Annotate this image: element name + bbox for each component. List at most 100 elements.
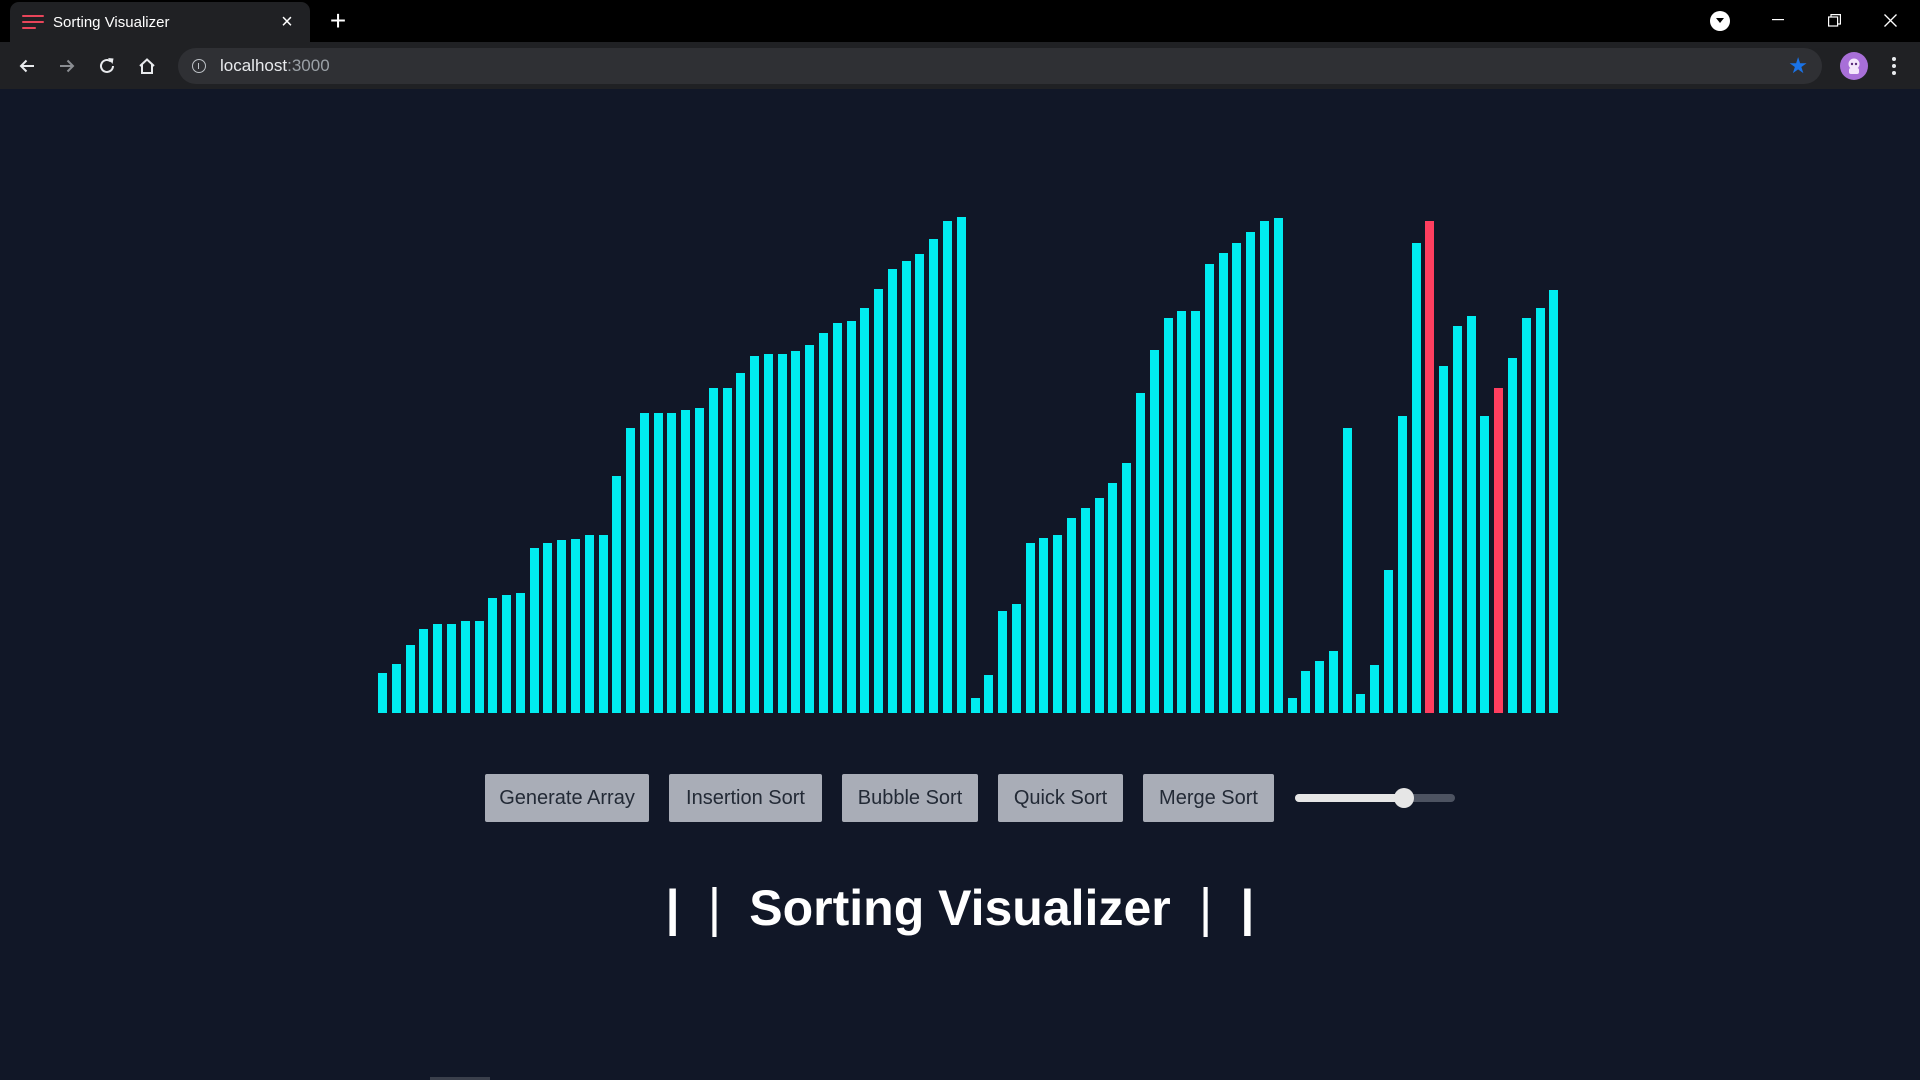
array-bar xyxy=(846,321,856,713)
array-bar xyxy=(653,413,663,713)
array-bar xyxy=(1122,463,1132,713)
array-bar xyxy=(984,675,994,713)
page-content: Generate Array Insertion Sort Bubble Sor… xyxy=(0,89,1920,1080)
forward-button[interactable] xyxy=(49,48,85,84)
array-bar xyxy=(433,624,443,713)
generate-array-button[interactable]: Generate Array xyxy=(485,774,649,822)
url-port: :3000 xyxy=(287,56,330,75)
merge-sort-button[interactable]: Merge Sort xyxy=(1143,774,1274,822)
array-bar xyxy=(1397,416,1407,713)
array-bar xyxy=(1494,388,1504,713)
array-bar xyxy=(460,621,470,713)
array-bar xyxy=(1480,416,1490,713)
array-bar xyxy=(1315,661,1324,713)
page-heading: | ❘ Sorting Visualizer ❘ | xyxy=(665,880,1255,936)
array-bar xyxy=(584,535,594,713)
insertion-sort-button[interactable]: Insertion Sort xyxy=(669,774,822,822)
back-button[interactable] xyxy=(9,48,45,84)
browser-titlebar: Sorting Visualizer × + xyxy=(0,0,1920,42)
array-bar xyxy=(1246,232,1256,713)
array-bar xyxy=(1191,311,1200,713)
array-bar xyxy=(1328,651,1338,713)
array-bar xyxy=(860,308,870,713)
array-bar xyxy=(1287,698,1297,713)
array-bar xyxy=(1425,221,1435,713)
new-tab-button[interactable]: + xyxy=(329,5,347,36)
speed-slider[interactable] xyxy=(1295,788,1455,808)
profile-avatar[interactable] xyxy=(1840,52,1868,80)
array-bar xyxy=(378,673,387,713)
controls: Generate Array Insertion Sort Bubble Sor… xyxy=(0,774,1920,824)
array-bar xyxy=(391,664,401,713)
array-bars xyxy=(0,89,1920,789)
close-window-button[interactable] xyxy=(1862,0,1918,40)
array-bar xyxy=(970,698,980,713)
array-bar xyxy=(763,354,773,713)
array-bar xyxy=(1204,264,1214,713)
array-bar xyxy=(598,535,608,713)
array-bar xyxy=(1383,570,1393,713)
array-bar xyxy=(1067,518,1076,713)
array-bar xyxy=(667,413,677,713)
array-bar xyxy=(929,239,939,713)
reload-button[interactable] xyxy=(89,48,125,84)
array-bar xyxy=(1080,508,1090,713)
tab-title: Sorting Visualizer xyxy=(53,13,170,31)
menu-lines-icon xyxy=(22,12,44,32)
array-bar xyxy=(1535,308,1545,713)
array-bar xyxy=(419,629,429,713)
array-bar xyxy=(1149,350,1159,713)
slider-fill xyxy=(1295,794,1404,802)
minimize-button[interactable] xyxy=(1750,0,1806,40)
array-bar xyxy=(1039,538,1049,713)
info-icon[interactable] xyxy=(192,59,206,73)
restore-button[interactable] xyxy=(1806,0,1862,40)
array-bar xyxy=(791,351,801,713)
array-bar xyxy=(736,373,746,713)
array-bar xyxy=(722,388,732,713)
array-bar xyxy=(1439,366,1449,713)
array-bar xyxy=(1549,290,1559,713)
browser-toolbar: localhost:3000 ★ xyxy=(0,42,1920,90)
close-tab-icon[interactable]: × xyxy=(281,10,293,33)
array-bar xyxy=(1163,318,1173,713)
array-bar xyxy=(529,548,539,713)
array-bar xyxy=(819,333,828,713)
array-bar xyxy=(694,408,704,713)
array-bar xyxy=(1521,318,1531,713)
array-bar xyxy=(1108,483,1118,713)
array-bar xyxy=(1273,218,1283,713)
array-bar xyxy=(681,410,691,713)
array-bar xyxy=(557,540,567,713)
home-button[interactable] xyxy=(129,48,165,84)
chevron-down-icon[interactable] xyxy=(1710,11,1730,31)
array-bar xyxy=(998,611,1008,713)
array-bar xyxy=(1053,535,1063,713)
array-bar xyxy=(1301,671,1311,713)
array-bar xyxy=(1094,498,1104,713)
array-bar xyxy=(1508,358,1517,713)
address-bar[interactable]: localhost:3000 ★ xyxy=(178,48,1822,84)
array-bar xyxy=(1452,326,1462,713)
bookmark-star-icon[interactable]: ★ xyxy=(1788,53,1808,78)
array-bar xyxy=(1011,604,1021,713)
kebab-menu-icon[interactable] xyxy=(1880,50,1908,82)
quick-sort-button[interactable]: Quick Sort xyxy=(998,774,1123,822)
browser-tab[interactable]: Sorting Visualizer × xyxy=(10,2,310,42)
array-bar xyxy=(405,645,415,713)
array-bar xyxy=(1342,428,1352,713)
array-bar xyxy=(446,624,456,713)
array-bar xyxy=(1411,243,1421,713)
array-bar xyxy=(887,269,897,713)
array-bar xyxy=(502,595,511,713)
array-bar xyxy=(901,261,911,713)
array-bar xyxy=(874,289,884,713)
array-bar xyxy=(515,593,525,713)
array-bar xyxy=(1025,543,1035,713)
slider-thumb[interactable] xyxy=(1393,788,1414,808)
array-bar xyxy=(570,539,580,713)
array-bar xyxy=(488,598,498,713)
array-bar xyxy=(805,345,815,713)
bubble-sort-button[interactable]: Bubble Sort xyxy=(842,774,978,822)
array-bar xyxy=(543,543,553,713)
